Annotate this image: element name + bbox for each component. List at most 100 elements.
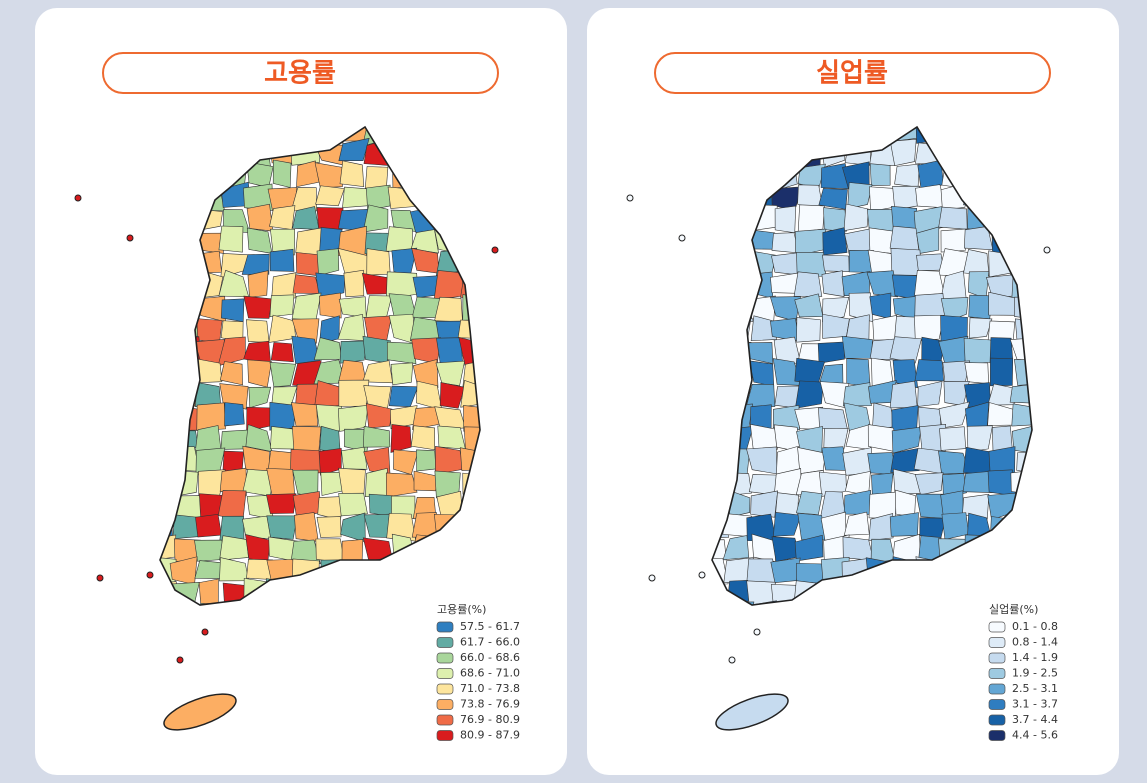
- legend-label: 0.8 - 1.4: [1012, 636, 1058, 649]
- legend-swatch: [436, 699, 454, 710]
- island: [201, 628, 209, 636]
- region: [939, 426, 967, 451]
- region: [795, 490, 823, 515]
- region: [219, 361, 243, 386]
- region: [196, 318, 223, 344]
- region: [436, 337, 464, 365]
- island: [678, 234, 686, 242]
- region: [362, 425, 391, 448]
- region: [916, 253, 945, 272]
- legend-label: 0.1 - 0.8: [1012, 620, 1058, 633]
- region: [894, 163, 920, 188]
- region: [940, 228, 967, 253]
- region: [338, 492, 368, 517]
- region: [889, 380, 918, 409]
- region: [271, 272, 297, 299]
- region: [914, 359, 944, 382]
- region: [291, 292, 322, 321]
- legend-swatch: [436, 652, 454, 664]
- region: [722, 535, 750, 561]
- region: [822, 254, 850, 272]
- region: [338, 137, 370, 161]
- region: [319, 292, 342, 319]
- legend-label: 57.5 - 61.7: [460, 620, 520, 633]
- region: [385, 226, 413, 252]
- region: [412, 359, 439, 389]
- region: [315, 185, 345, 207]
- region: [822, 227, 848, 256]
- region: [915, 184, 946, 209]
- region: [889, 336, 922, 364]
- jeju: [715, 693, 789, 731]
- legend-swatch: [988, 699, 1006, 710]
- region: [916, 226, 940, 254]
- region: [270, 228, 296, 256]
- legend-label: 2.5 - 3.1: [1012, 682, 1058, 695]
- region: [269, 205, 296, 230]
- region: [770, 557, 801, 584]
- region: [843, 203, 869, 232]
- coastline: [159, 125, 481, 606]
- legend-swatch: [988, 668, 1006, 679]
- legend-swatch: [436, 730, 454, 741]
- region: [841, 335, 873, 359]
- region: [247, 270, 269, 298]
- region: [341, 446, 368, 470]
- region: [914, 472, 944, 496]
- region: [269, 362, 297, 388]
- island: [74, 194, 82, 202]
- legend-label: 3.7 - 4.4: [1012, 713, 1058, 726]
- region: [272, 159, 292, 188]
- region: [771, 252, 801, 276]
- region: [195, 513, 222, 538]
- region: [416, 449, 437, 472]
- region: [194, 539, 225, 562]
- region: [316, 248, 340, 276]
- region: [385, 472, 418, 498]
- legend-title: 실업률(%): [989, 603, 1038, 616]
- region: [964, 362, 989, 385]
- region: [891, 426, 922, 454]
- region: [793, 271, 823, 297]
- region: [339, 340, 369, 364]
- region: [386, 341, 417, 365]
- panel-title: 고용률: [264, 59, 336, 89]
- region: [339, 160, 365, 187]
- region: [794, 534, 824, 562]
- region: [314, 162, 345, 188]
- region: [362, 335, 391, 364]
- region: [750, 490, 779, 518]
- region: [269, 294, 295, 318]
- region: [774, 205, 797, 234]
- region: [246, 203, 274, 232]
- island: [176, 656, 184, 664]
- region: [846, 358, 871, 388]
- region: [990, 357, 1014, 387]
- region: [413, 470, 438, 492]
- legend-label: 73.8 - 76.9: [460, 698, 520, 711]
- jeju: [163, 693, 237, 731]
- region: [794, 380, 824, 409]
- island: [96, 574, 104, 582]
- region: [338, 404, 369, 432]
- region: [295, 252, 321, 277]
- legend-label: 76.9 - 80.9: [460, 713, 520, 726]
- region: [463, 426, 480, 454]
- coastline: [711, 125, 1033, 606]
- region: [773, 511, 802, 537]
- island: [1043, 246, 1051, 254]
- region: [434, 445, 464, 475]
- legend-swatch: [988, 714, 1006, 726]
- region: [266, 493, 297, 514]
- region: [889, 512, 919, 537]
- legend-swatch: [988, 652, 1006, 664]
- title-pill: [102, 52, 499, 94]
- region: [914, 269, 945, 297]
- region: [892, 359, 919, 389]
- region: [316, 207, 344, 234]
- region: [220, 298, 245, 323]
- region: [338, 379, 370, 407]
- region: [842, 536, 874, 561]
